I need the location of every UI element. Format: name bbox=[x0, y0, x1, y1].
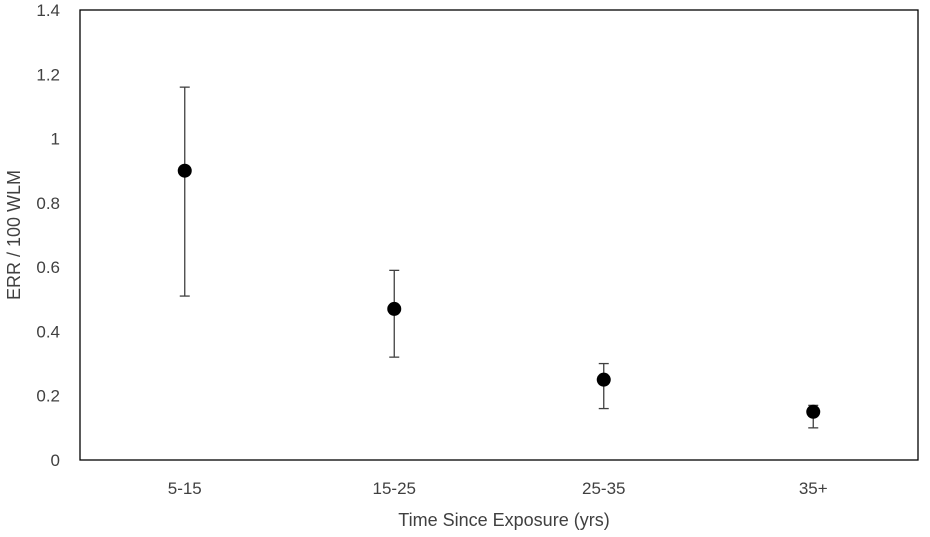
y-tick-label: 0.6 bbox=[36, 258, 60, 277]
y-tick-label: 0 bbox=[51, 451, 60, 470]
y-tick-label: 1.4 bbox=[36, 1, 60, 20]
plot-area-frame bbox=[79, 9, 919, 461]
y-tick-label: 1.2 bbox=[36, 65, 60, 84]
x-axis-tick-labels: 5-15 15-25 25-35 35+ bbox=[168, 479, 828, 498]
data-point bbox=[806, 404, 821, 419]
y-tick-label: 1 bbox=[51, 130, 60, 149]
x-tick-label: 35+ bbox=[799, 479, 828, 498]
x-tick-label: 25-35 bbox=[582, 479, 625, 498]
error-bars bbox=[179, 86, 819, 429]
y-axis-tick-labels: 0 0.2 0.4 0.6 0.8 1 1.2 1.4 bbox=[36, 1, 60, 470]
x-axis-title: Time Since Exposure (yrs) bbox=[398, 510, 609, 530]
y-tick-label: 0.2 bbox=[36, 387, 60, 406]
x-tick-label: 15-25 bbox=[373, 479, 416, 498]
data-points bbox=[177, 163, 821, 419]
data-point bbox=[177, 163, 192, 178]
data-point bbox=[387, 301, 402, 316]
y-tick-label: 0.4 bbox=[36, 322, 60, 341]
y-tick-label: 0.8 bbox=[36, 194, 60, 213]
data-point bbox=[596, 372, 611, 387]
y-axis-title: ERR / 100 WLM bbox=[4, 170, 24, 300]
x-tick-label: 5-15 bbox=[168, 479, 202, 498]
